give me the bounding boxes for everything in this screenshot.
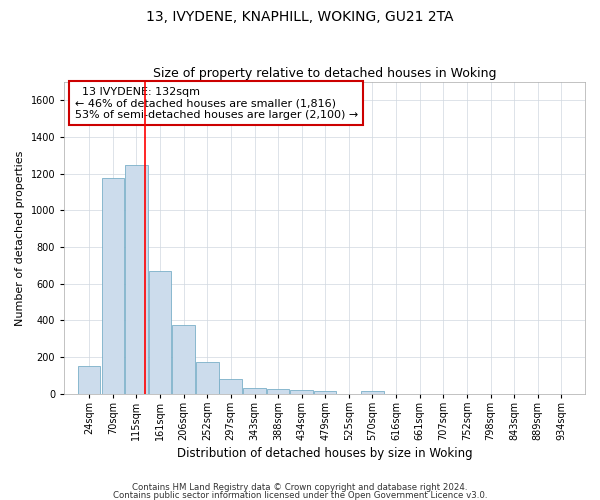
Bar <box>290 390 313 394</box>
Text: Contains public sector information licensed under the Open Government Licence v3: Contains public sector information licen… <box>113 490 487 500</box>
Bar <box>78 366 100 394</box>
Bar <box>125 164 148 394</box>
Bar <box>220 379 242 394</box>
Y-axis label: Number of detached properties: Number of detached properties <box>15 150 25 326</box>
Bar <box>314 391 337 394</box>
Bar <box>361 391 383 394</box>
Bar <box>266 389 289 394</box>
X-axis label: Distribution of detached houses by size in Woking: Distribution of detached houses by size … <box>177 447 472 460</box>
Text: Contains HM Land Registry data © Crown copyright and database right 2024.: Contains HM Land Registry data © Crown c… <box>132 484 468 492</box>
Bar <box>196 362 218 394</box>
Text: 13, IVYDENE, KNAPHILL, WOKING, GU21 2TA: 13, IVYDENE, KNAPHILL, WOKING, GU21 2TA <box>146 10 454 24</box>
Bar <box>101 178 124 394</box>
Title: Size of property relative to detached houses in Woking: Size of property relative to detached ho… <box>153 66 496 80</box>
Bar <box>149 271 172 394</box>
Bar <box>243 388 266 394</box>
Text: 13 IVYDENE: 132sqm
← 46% of detached houses are smaller (1,816)
53% of semi-deta: 13 IVYDENE: 132sqm ← 46% of detached hou… <box>74 86 358 120</box>
Bar <box>172 325 195 394</box>
